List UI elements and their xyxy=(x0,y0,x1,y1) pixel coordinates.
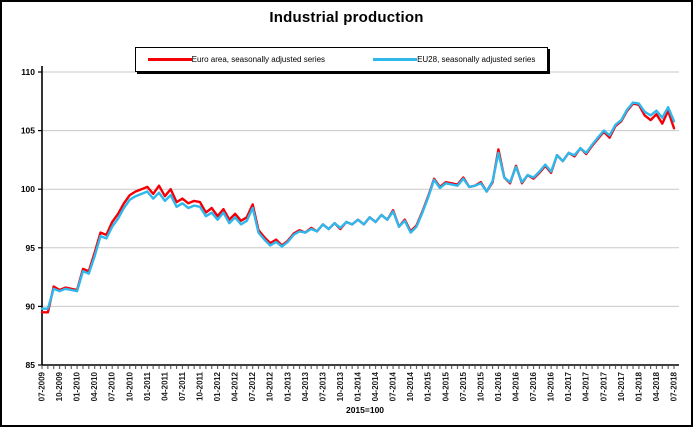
legend-item-euro-area: Euro area, seasonally adjusted series xyxy=(147,55,326,64)
x-tick-label: 01-2015 xyxy=(424,371,433,401)
x-tick-label: 10-2016 xyxy=(547,371,556,401)
x-tick-label: 07-2017 xyxy=(599,371,608,401)
x-tick-label: 04-2014 xyxy=(371,371,380,401)
x-tick-label: 04-2018 xyxy=(652,371,661,401)
x-tick-label: 10-2014 xyxy=(406,371,415,401)
y-tick-label: 105 xyxy=(21,126,35,136)
y-tick-label: 95 xyxy=(26,243,36,253)
x-tick-label: 04-2015 xyxy=(441,371,450,401)
index-note: 2015=100 xyxy=(345,405,385,415)
x-tick-label: 10-2013 xyxy=(336,371,345,401)
legend-label-eu28: EU28, seasonally adjusted series xyxy=(417,55,536,64)
x-tick-label: 07-2011 xyxy=(178,371,187,400)
x-tick-label: 04-2010 xyxy=(90,371,99,401)
x-tick-label: 07-2013 xyxy=(318,371,327,401)
x-tick-label: 01-2014 xyxy=(354,371,363,401)
euro-area-line-swatch xyxy=(147,57,192,62)
x-tick-label: 01-2018 xyxy=(634,371,643,401)
x-tick-label: 10-2012 xyxy=(266,371,275,401)
y-tick-label: 90 xyxy=(26,301,36,311)
series-line-euro-area xyxy=(40,102,676,314)
x-tick-label: 01-2017 xyxy=(564,371,573,401)
x-tick-label: 07-2009 xyxy=(38,371,47,401)
series-line-eu28 xyxy=(40,101,676,310)
legend-item-eu28: EU28, seasonally adjusted series xyxy=(373,55,535,64)
x-tick-label: 01-2011 xyxy=(143,371,152,400)
y-tick-label: 110 xyxy=(21,67,35,77)
x-tick-label: 10-2009 xyxy=(55,371,64,401)
x-tick-label: 01-2010 xyxy=(73,371,82,401)
legend-label-euro-area: Euro area, seasonally adjusted series xyxy=(191,55,326,64)
y-tick-label: 85 xyxy=(26,360,36,370)
eu28-line-swatch xyxy=(373,57,418,62)
x-tick-label: 07-2018 xyxy=(670,371,679,401)
x-tick-label: 10-2015 xyxy=(476,371,485,401)
x-tick-label: 07-2016 xyxy=(529,371,538,401)
chart-title: Industrial production xyxy=(269,9,424,26)
x-tick-label: 01-2013 xyxy=(283,371,292,401)
x-tick-label: 04-2012 xyxy=(231,371,240,401)
x-tick-label: 01-2012 xyxy=(213,371,222,401)
x-tick-label: 10-2011 xyxy=(196,371,205,400)
x-tick-label: 04-2017 xyxy=(582,371,591,401)
x-tick-label: 04-2013 xyxy=(301,371,310,401)
legend: Euro area, seasonally adjusted series EU… xyxy=(135,47,548,72)
x-tick-label: 10-2017 xyxy=(617,371,626,401)
x-tick-label: 04-2016 xyxy=(512,371,521,401)
x-tick-label: 01-2016 xyxy=(494,371,503,401)
x-tick-label: 10-2010 xyxy=(125,371,134,401)
x-tick-label: 07-2012 xyxy=(248,371,257,401)
y-tick-label: 100 xyxy=(21,184,35,194)
x-tick-label: 07-2015 xyxy=(459,371,468,401)
x-tick-label: 04-2011 xyxy=(160,371,169,400)
x-tick-label: 07-2014 xyxy=(389,371,398,401)
x-tick-label: 07-2010 xyxy=(108,371,117,401)
